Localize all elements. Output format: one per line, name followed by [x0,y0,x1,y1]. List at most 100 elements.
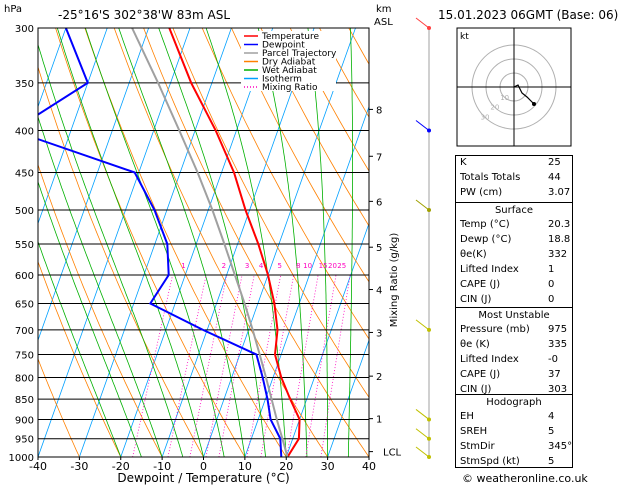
unstable-key: Pressure (mb) [460,324,530,335]
surface-value: 0 [548,294,555,305]
pressure-tick-label: 900 [15,415,34,426]
km-tick-label: 7 [376,152,382,163]
unstable-value: 37 [548,369,561,380]
unstable-value: -0 [548,354,558,365]
hodograph-table-box: Hodograph EH 4 SREH 5 StmDir 345° StmSpd (kt) 5 [455,394,573,468]
indices-box: K 25 Totals Totals 44 PW (cm) 3.07 [455,155,573,203]
isotherm-line [78,28,232,457]
datetime-title: 15.01.2023 06GMT (Base: 06) [438,8,619,22]
isotherm-line [38,28,150,342]
surface-title: Surface [494,205,534,216]
wind-barb-line [415,319,430,331]
pressure-tick-label: 700 [15,326,34,337]
mixing-ratio-line [320,274,351,457]
km-tick-label: 2 [376,372,382,383]
hodograph-table-title: Hodograph [486,397,542,408]
surface-value: 332 [548,249,568,260]
dry-adiabat-line [231,28,369,283]
surface-key: Temp (°C) [460,219,510,230]
legend-label: Mixing Ratio [262,83,318,93]
copyright-text: © weatheronline.co.uk [462,472,588,485]
unstable-row: Pressure (mb) 975 [460,324,568,338]
surface-key: CAPE (J) [460,279,501,290]
index-value: 3.07 [548,187,571,198]
pressure-tick-label: 950 [15,435,34,446]
km-tick-label: 8 [376,105,382,116]
mixing-ratio-label: 3 [245,262,249,270]
series-dewpoint-line [38,28,283,457]
hodo-key: EH [460,411,474,422]
legend-label: Parcel Trajectory [262,49,337,59]
hodo-row: StmSpd (kt) 5 [460,456,568,470]
mixing-ratio-line [305,274,337,457]
surface-key: Dewp (°C) [460,234,512,245]
surface-row: CAPE (J) 0 [460,279,568,293]
unstable-row: CIN (J) 303 [460,384,568,398]
pressure-tick-label: 800 [15,373,34,384]
km-tick-label: 5 [376,243,382,254]
index-row: K 25 [460,157,568,171]
wind-barb-line [415,120,430,131]
unstable-key: θe (K) [460,339,490,350]
wind-barb-line [415,428,430,440]
unstable-row: Lifted Index -0 [460,354,568,368]
surface-key: θe(K) [460,249,487,260]
km-tick-label: 6 [376,197,382,208]
index-row: Totals Totals 44 [460,172,568,186]
mixing-ratio-label: 25 [337,262,346,270]
surface-row: Temp (°C) 20.3 [460,219,570,233]
pressure-tick-label: 500 [15,206,34,217]
x-tick-label: 30 [321,460,335,473]
isotherm-line [327,339,369,457]
dry-adiabat-line [613,28,629,457]
isotherm-line [203,28,356,457]
mixing-ratio-label: 15 [319,262,328,270]
mixing-ratio-line [260,274,295,457]
surface-row: θe(K) 332 [460,249,568,263]
hpa-label: hPa [4,4,23,15]
mixing-ratio-label: 8 [296,262,300,270]
index-value: 44 [548,172,561,183]
plot-frame [37,27,370,458]
surface-row: Lifted Index 1 [460,264,568,278]
series-temperature-line [168,28,301,457]
hodo-value: 5 [548,426,555,437]
wind-barb-line [415,199,430,211]
hodo-key: StmDir [460,441,495,452]
pressure-tick-label: 350 [15,79,34,90]
mixing-ratio-label: 10 [303,262,312,270]
index-row: PW (cm) 3.07 [460,187,571,201]
index-key: Totals Totals [460,172,521,183]
mixing-ratio-line [189,274,228,457]
unstable-value: 303 [548,384,568,395]
x-axis-label: Dewpoint / Temperature (°C) [117,471,289,485]
km-tick-label: 3 [376,328,382,339]
hodo-value: 4 [548,411,555,422]
unstable-row: CAPE (J) 37 [460,369,568,383]
most-unstable-box: Most Unstable Pressure (mb) 975 θe (K) 335 L… [455,307,573,395]
dry-adiabat-line [38,357,80,457]
unstable-value: 335 [548,339,568,350]
unstable-key: CIN (J) [460,384,492,395]
dry-adiabat-line [143,28,369,457]
unstable-row: θe (K) 335 [460,339,568,353]
surface-value: 0 [548,279,555,290]
x-tick-label: 20 [279,460,293,473]
dry-adiabat-line [289,28,369,172]
hodo-value: 5 [548,456,555,467]
hodo-key: SREH [460,426,488,437]
wind-barb-line [415,17,430,29]
hodo-key: StmSpd (kt) [460,456,520,467]
isotherm-line [161,28,315,457]
series-parcel-trajectory-line [131,28,289,457]
pressure-tick-label: 450 [15,168,34,179]
index-value: 25 [548,157,561,168]
pressure-tick-label: 750 [15,350,34,361]
mixing-ratio-label: 2 [222,262,226,270]
location-title: -25°16'S 302°38'W 83m ASL [58,8,231,22]
hodo-value: 345° [548,441,573,452]
dry-adiabat-line [260,28,369,227]
surface-box: Surface Temp (°C) 20.3 Dewp (°C) 18.8 θe(K) 3… [455,202,573,308]
pressure-tick-label: 600 [15,271,34,282]
